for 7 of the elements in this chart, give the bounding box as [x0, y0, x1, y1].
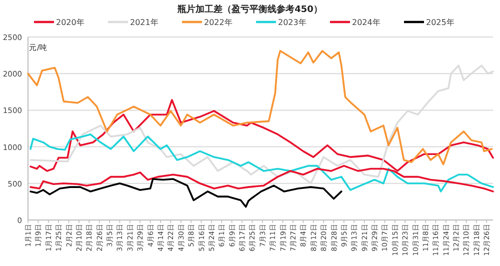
legend-label: 2024年: [352, 18, 380, 27]
legend-label: 2023年: [278, 18, 306, 27]
legend-label: 2025年: [426, 18, 454, 27]
chart-title: 瓶片加工差（盈亏平衡线参考450）: [176, 4, 322, 15]
legend-label: 2021年: [130, 18, 158, 27]
legend-label: 2022年: [204, 18, 232, 27]
legend-label: 2020年: [56, 18, 84, 27]
